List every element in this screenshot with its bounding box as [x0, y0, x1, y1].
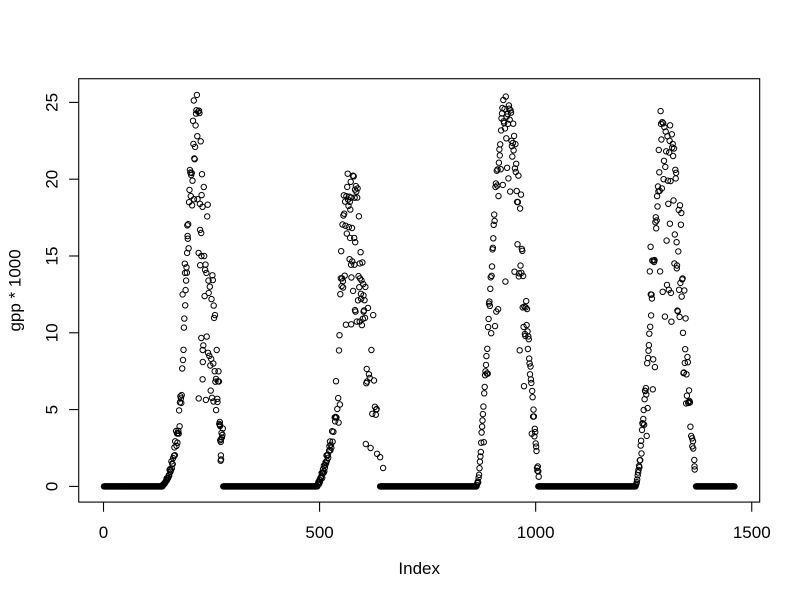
svg-text:10: 10 [43, 323, 62, 342]
svg-text:25: 25 [43, 93, 62, 112]
svg-text:1500: 1500 [733, 523, 771, 542]
svg-text:gpp * 1000: gpp * 1000 [6, 249, 25, 331]
svg-text:20: 20 [43, 170, 62, 189]
svg-text:0: 0 [43, 482, 62, 491]
svg-text:Index: Index [398, 559, 440, 578]
svg-text:1000: 1000 [517, 523, 555, 542]
svg-text:15: 15 [43, 247, 62, 266]
svg-text:5: 5 [43, 405, 62, 414]
svg-text:0: 0 [99, 523, 108, 542]
svg-text:500: 500 [305, 523, 333, 542]
